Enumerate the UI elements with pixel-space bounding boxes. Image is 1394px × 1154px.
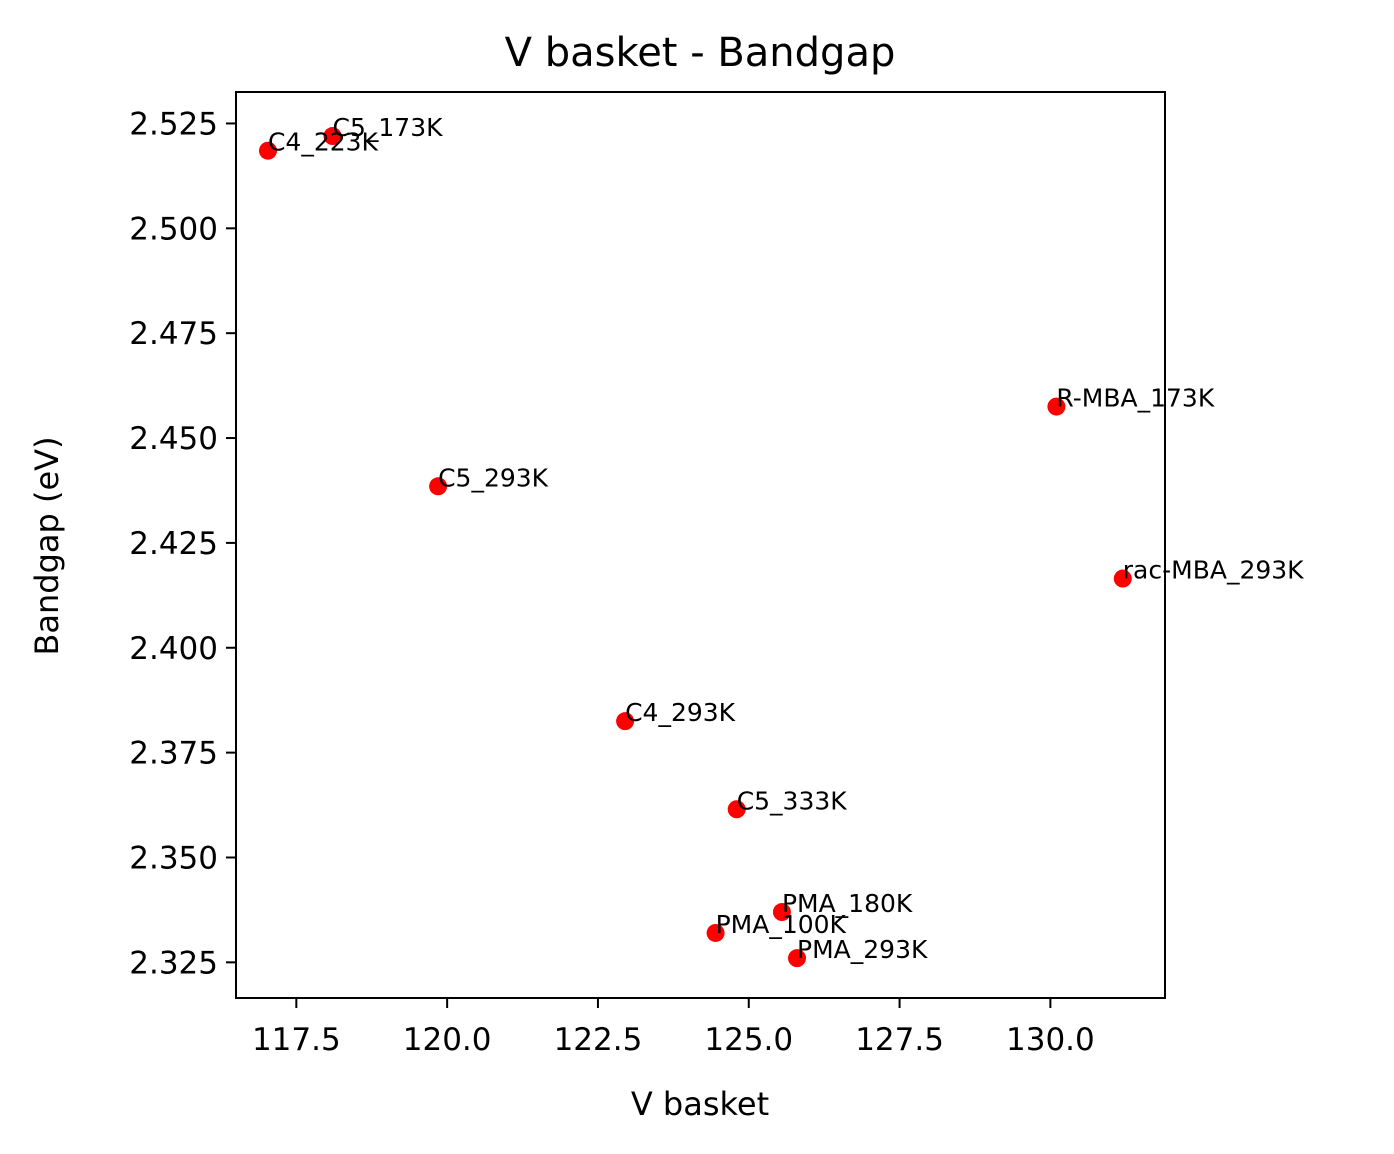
data-point-label: C4_223K [268, 128, 379, 157]
data-point [772, 903, 791, 922]
data-point-label: C5_173K [333, 113, 444, 142]
data-point [323, 127, 342, 146]
data-point [616, 712, 635, 731]
data-point-label: rac-MBA_293K [1123, 556, 1304, 585]
data-point-label: PMA_100K [716, 910, 847, 939]
data-point [727, 800, 746, 819]
x-tick-label: 120.0 [403, 1022, 492, 1058]
y-tick-label: 2.425 [129, 526, 218, 562]
data-point [258, 141, 277, 160]
x-tick-label: 122.5 [554, 1022, 643, 1058]
x-tick-label: 127.5 [855, 1022, 944, 1058]
data-point-label: R-MBA_173K [1056, 384, 1214, 413]
x-tick-label: 130.0 [1006, 1022, 1095, 1058]
data-point-label: C4_293K [625, 698, 736, 727]
y-axis-label: Bandgap (eV) [28, 436, 66, 655]
y-tick-label: 2.400 [129, 631, 218, 667]
x-axis-label: V basket [631, 1085, 769, 1123]
data-point [788, 949, 807, 968]
y-tick-label: 2.375 [129, 736, 218, 772]
y-tick-label: 2.325 [129, 945, 218, 981]
x-tick-label: 125.0 [704, 1022, 793, 1058]
x-axis: 117.5 120.0 122.5 125.0 127.5 130.0 [252, 998, 1095, 1058]
y-tick-label: 2.475 [129, 316, 218, 352]
data-point-label: PMA_293K [797, 935, 928, 964]
data-point-label: C5_293K [438, 463, 549, 492]
data-point-label: PMA_180K [782, 889, 913, 918]
x-tick-label: 117.5 [252, 1022, 341, 1058]
y-axis: 2.325 2.350 2.375 2.400 2.425 2.450 2.475 2.500… [129, 106, 236, 981]
data-point [1047, 397, 1066, 416]
y-tick-label: 2.350 [129, 840, 218, 876]
chart-title: V basket - Bandgap [505, 30, 896, 76]
data-point [1113, 569, 1132, 588]
data-point [429, 477, 448, 496]
y-tick-label: 2.450 [129, 421, 218, 457]
y-tick-label: 2.500 [129, 211, 218, 247]
data-point [706, 923, 725, 942]
plot-area [235, 91, 1166, 999]
data-point-label: C5_333K [737, 786, 848, 815]
y-tick-label: 2.525 [129, 106, 218, 142]
